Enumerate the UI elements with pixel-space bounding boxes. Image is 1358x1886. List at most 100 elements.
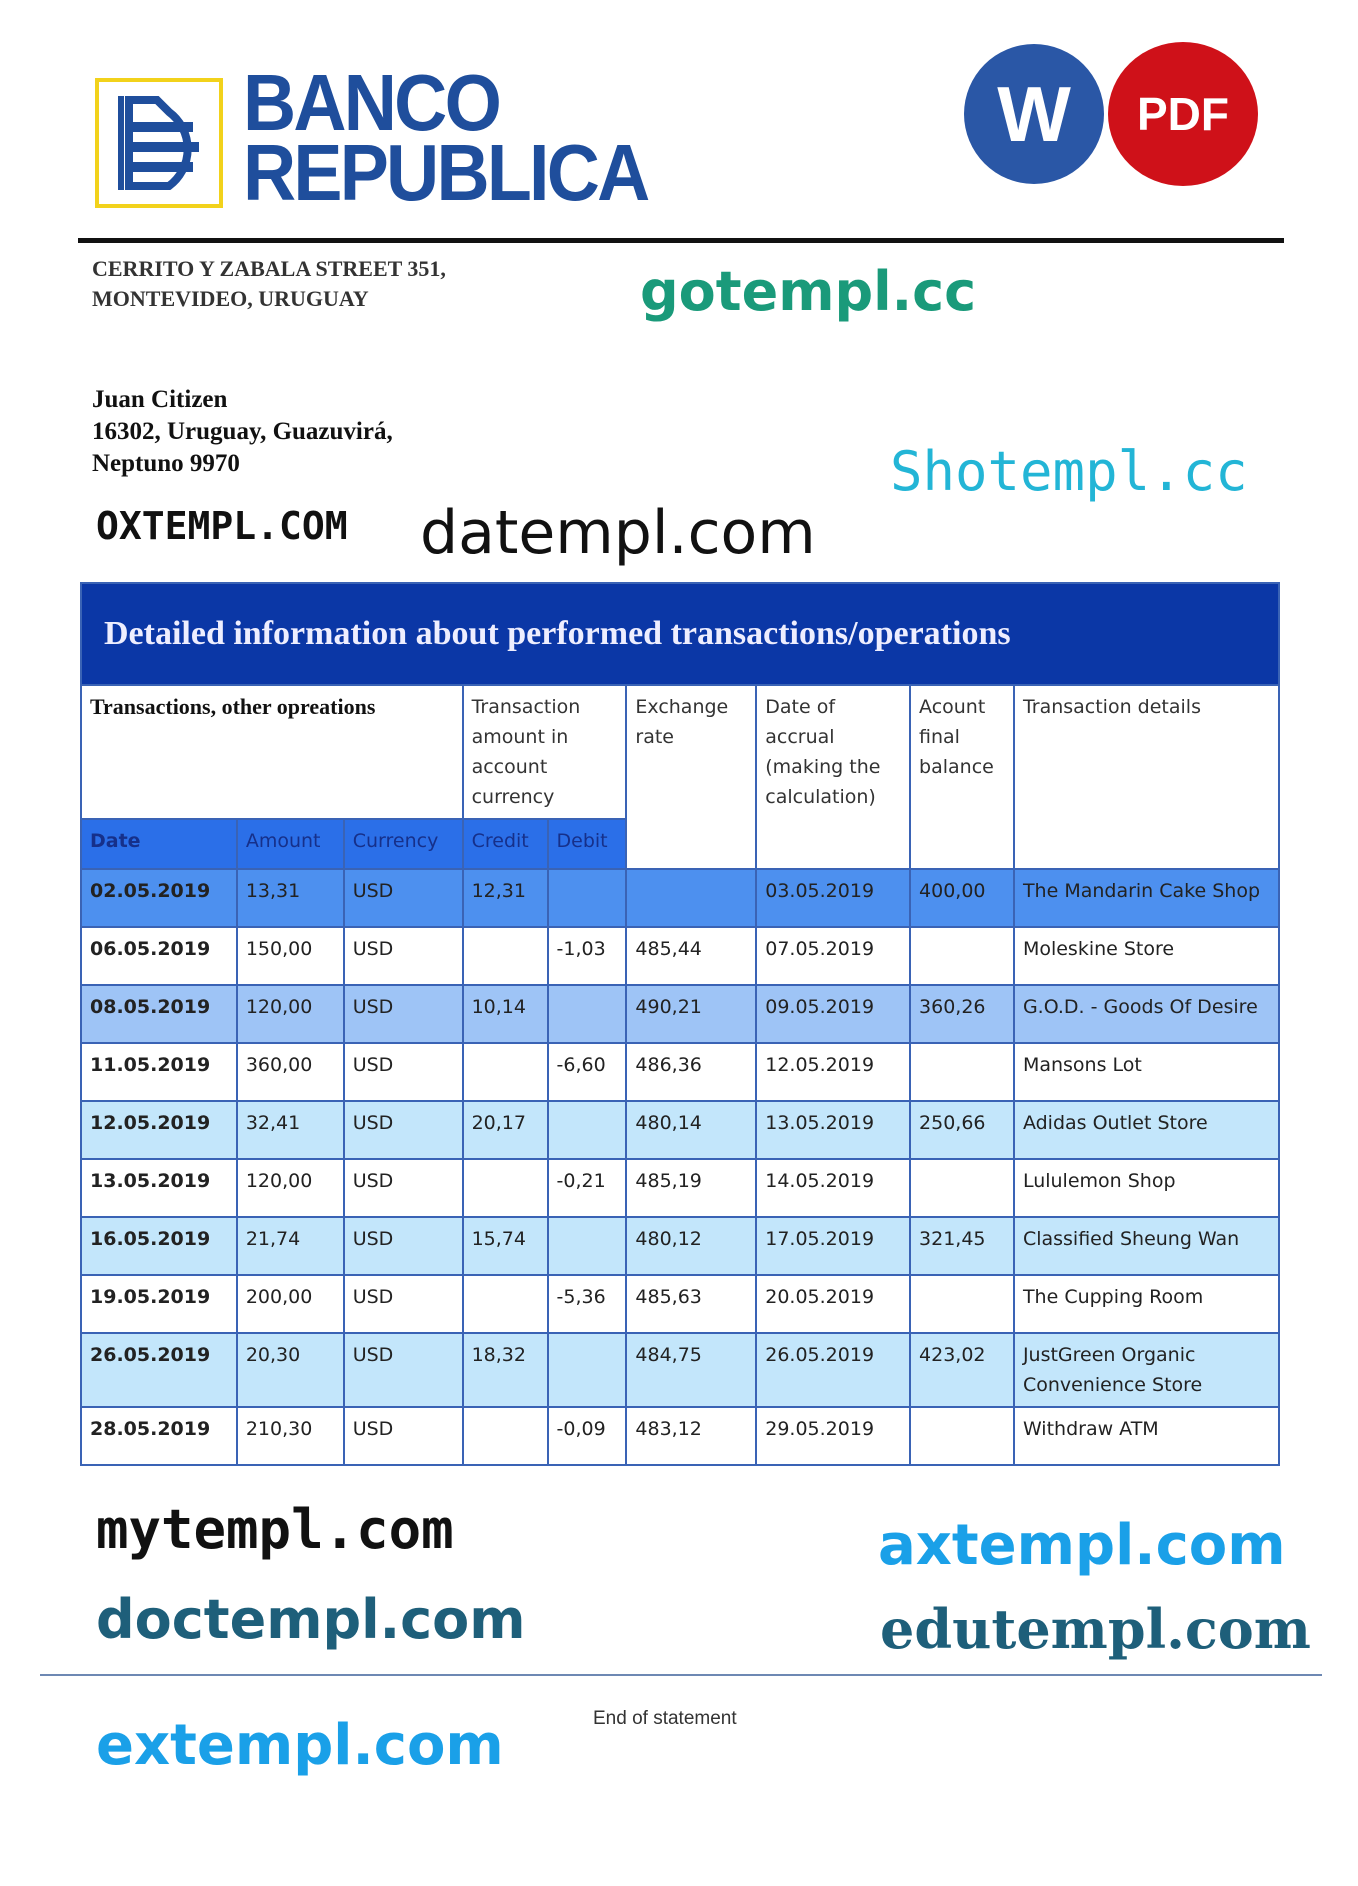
cell-details: Moleskine Store: [1012, 926, 1281, 986]
cell-balance: 423,02: [909, 1332, 1015, 1408]
cell-amount: 200,00: [235, 1274, 345, 1334]
bank-name-line1: BANCO: [243, 58, 502, 147]
cell-balance: [909, 1042, 1015, 1102]
cell-details: The Mandarin Cake Shop: [1012, 868, 1281, 928]
cell-debit: -6,60: [546, 1042, 628, 1102]
cell-date: 28.05.2019: [80, 1406, 238, 1466]
cell-rate: 480,14: [625, 1100, 758, 1160]
cell-rate: 485,44: [625, 926, 758, 986]
cell-details: Lululemon Shop: [1012, 1158, 1281, 1218]
subheader-date: Date: [80, 818, 238, 870]
cell-currency: USD: [342, 1406, 464, 1466]
table-row: 08.05.2019 120,00 USD 10,14 490,21 09.05.2019…: [80, 984, 1281, 1044]
cell-accrual: 29.05.2019: [755, 1406, 912, 1466]
cell-rate: 485,63: [625, 1274, 758, 1334]
watermark-oxtempl: OXTEMPL.COM: [96, 504, 348, 548]
cell-debit: [546, 984, 628, 1044]
cell-balance: [909, 1158, 1015, 1218]
cell-credit: 10,14: [461, 984, 549, 1044]
header-divider: [78, 238, 1284, 243]
cell-amount: 20,30: [235, 1332, 345, 1408]
word-icon: W: [997, 69, 1071, 158]
watermark-doctempl: doctempl.com: [96, 1588, 526, 1651]
table-row: 06.05.2019 150,00 USD -1,03 485,44 07.05.2019…: [80, 926, 1281, 986]
cell-balance: 250,66: [909, 1100, 1015, 1160]
subheader-currency: Currency: [342, 818, 464, 870]
cell-debit: -0,09: [546, 1406, 628, 1466]
cell-date: 08.05.2019: [80, 984, 238, 1044]
cell-credit: 12,31: [461, 868, 549, 928]
cell-rate: 484,75: [625, 1332, 758, 1408]
cell-details: Withdraw ATM: [1012, 1406, 1281, 1466]
watermark-edutempl: edutempl.com: [880, 1597, 1311, 1661]
address-line1: CERRITO Y ZABALA STREET 351,: [92, 256, 446, 281]
table-row: 28.05.2019 210,30 USD -0,09 483,12 29.05.2019…: [80, 1406, 1281, 1466]
pdf-icon: PDF: [1137, 88, 1229, 140]
cell-date: 12.05.2019: [80, 1100, 238, 1160]
table-row: 11.05.2019 360,00 USD -6,60 486,36 12.05.2019…: [80, 1042, 1281, 1102]
cell-credit: [461, 1042, 549, 1102]
cell-details: Classified Sheung Wan: [1012, 1216, 1281, 1276]
pdf-download-button[interactable]: PDF: [1108, 42, 1258, 186]
end-of-statement: End of statement: [593, 1708, 737, 1729]
cell-debit: [546, 1100, 628, 1160]
cell-currency: USD: [342, 1274, 464, 1334]
bank-logo-emblem: [95, 78, 223, 208]
subheader-credit: Credit: [461, 818, 549, 870]
cell-rate: [625, 868, 758, 928]
cell-details: G.O.D. - Goods Of Desire: [1012, 984, 1281, 1044]
cell-amount: 360,00: [235, 1042, 345, 1102]
cell-rate: 480,12: [625, 1216, 758, 1276]
table-title: Detailed information about performed tra…: [80, 582, 1280, 686]
header-transactions: Transactions, other opreations: [80, 684, 464, 820]
cell-date: 16.05.2019: [80, 1216, 238, 1276]
transactions-table: Detailed information about performed tra…: [80, 582, 1281, 1466]
cell-accrual: 20.05.2019: [755, 1274, 912, 1334]
cell-date: 02.05.2019: [80, 868, 238, 928]
cell-date: 13.05.2019: [80, 1158, 238, 1218]
cell-accrual: 03.05.2019: [755, 868, 912, 928]
word-download-button[interactable]: W: [964, 44, 1104, 184]
customer-name: Juan Citizen: [92, 386, 228, 413]
subheader-debit: Debit: [546, 818, 628, 870]
cell-accrual: 13.05.2019: [755, 1100, 912, 1160]
cell-credit: 18,32: [461, 1332, 549, 1408]
cell-balance: 360,26: [909, 984, 1015, 1044]
cell-accrual: 07.05.2019: [755, 926, 912, 986]
cell-accrual: 09.05.2019: [755, 984, 912, 1044]
cell-amount: 32,41: [235, 1100, 345, 1160]
cell-currency: USD: [342, 1100, 464, 1160]
table-row: 26.05.2019 20,30 USD 18,32 484,75 26.05.2019 4…: [80, 1332, 1281, 1408]
cell-debit: [546, 1332, 628, 1408]
watermark-shotempl: Shotempl.cc: [890, 440, 1248, 503]
header-exchange-rate: Exchange rate: [625, 684, 758, 870]
cell-currency: USD: [342, 926, 464, 986]
cell-debit: -0,21: [546, 1158, 628, 1218]
cell-details: JustGreen Organic Convenience Store: [1012, 1332, 1281, 1408]
cell-amount: 13,31: [235, 868, 345, 928]
cell-debit: [546, 1216, 628, 1276]
cell-balance: [909, 1406, 1015, 1466]
bank-address: CERRITO Y ZABALA STREET 351, MONTEVIDEO,…: [92, 254, 446, 314]
table-row: 02.05.2019 13,31 USD 12,31 03.05.2019 400,00 T…: [80, 868, 1281, 928]
cell-balance: 321,45: [909, 1216, 1015, 1276]
cell-credit: 15,74: [461, 1216, 549, 1276]
cell-date: 19.05.2019: [80, 1274, 238, 1334]
cell-accrual: 12.05.2019: [755, 1042, 912, 1102]
cell-credit: [461, 1406, 549, 1466]
customer-block: Juan Citizen 16302, Uruguay, Guazuvirá, …: [92, 384, 393, 480]
cell-details: Mansons Lot: [1012, 1042, 1281, 1102]
cell-credit: [461, 1158, 549, 1218]
cell-date: 26.05.2019: [80, 1332, 238, 1408]
cell-currency: USD: [342, 1216, 464, 1276]
cell-amount: 210,30: [235, 1406, 345, 1466]
customer-address-line2: Neptuno 9970: [92, 450, 240, 477]
cell-credit: [461, 1274, 549, 1334]
subheader-amount: Amount: [235, 818, 345, 870]
bank-name-line2: REPUBLICA: [243, 128, 650, 217]
watermark-gotempl: gotempl.cc: [640, 260, 977, 323]
customer-address-line1: 16302, Uruguay, Guazuvirá,: [92, 418, 393, 445]
cell-rate: 486,36: [625, 1042, 758, 1102]
cell-currency: USD: [342, 868, 464, 928]
cell-balance: 400,00: [909, 868, 1015, 928]
